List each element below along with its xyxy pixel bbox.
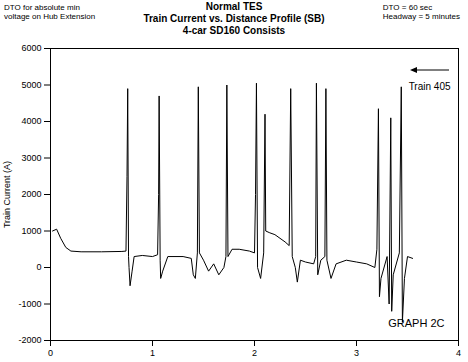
svg-text:1000: 1000: [21, 226, 41, 236]
svg-text:5000: 5000: [21, 80, 41, 90]
svg-text:0: 0: [48, 348, 53, 358]
svg-text:GRAPH 2C: GRAPH 2C: [388, 317, 444, 329]
svg-text:3000: 3000: [21, 153, 41, 163]
html-text:Normal TES: Normal TES: [205, 1, 263, 12]
svg-text:Train 405: Train 405: [409, 81, 451, 92]
html-text:DTO for absolute min: DTO for absolute min: [4, 3, 80, 12]
svg-text:0: 0: [36, 262, 41, 272]
html-text:Headway = 5 minutes: Headway = 5 minutes: [382, 12, 460, 21]
svg-text:2: 2: [252, 348, 257, 358]
html-text:4-car SD160 Consists: 4-car SD160 Consists: [182, 25, 286, 36]
html-text:Train Current vs. Distance Pro: Train Current vs. Distance Profile (SB): [143, 13, 325, 24]
svg-text:4000: 4000: [21, 116, 41, 126]
svg-text:4: 4: [456, 348, 461, 358]
svg-text:-1000: -1000: [18, 299, 41, 309]
svg-text:-2000: -2000: [18, 335, 41, 345]
html-text:DTO = 60 sec: DTO = 60 sec: [382, 3, 433, 12]
svg-text:1: 1: [150, 348, 155, 358]
html-text:voltage on Hub Extension: voltage on Hub Extension: [4, 12, 96, 21]
svg-text:3: 3: [354, 348, 359, 358]
svg-text:2000: 2000: [21, 189, 41, 199]
svg-text:Train Current (A): Train Current (A): [2, 161, 12, 228]
svg-text:6000: 6000: [21, 43, 41, 53]
